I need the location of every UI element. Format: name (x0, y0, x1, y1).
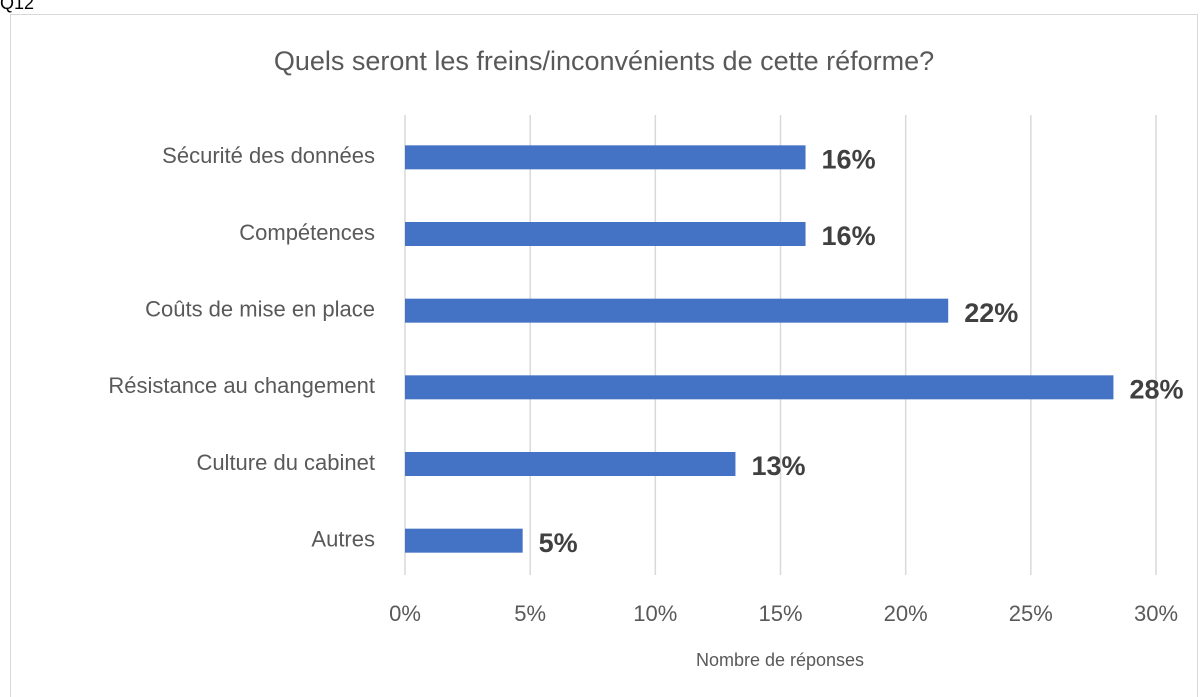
x-tick-label: 0% (389, 601, 421, 626)
y-tick-label: Autres (311, 526, 375, 551)
bar (405, 528, 523, 553)
y-tick-label: Culture du cabinet (196, 450, 375, 475)
y-tick-label: Compétences (239, 220, 375, 245)
data-label: 22% (964, 298, 1018, 328)
page-label: Q12 (0, 0, 34, 13)
data-label: 28% (1129, 374, 1183, 404)
chart-title: Quels seront les freins/inconvénients de… (274, 46, 934, 76)
data-label: 13% (751, 451, 805, 481)
x-tick-label: 5% (514, 601, 546, 626)
bar (405, 452, 736, 476)
data-label: 16% (822, 144, 876, 174)
bar (405, 298, 949, 323)
bar (405, 375, 1114, 400)
x-tick-label: 25% (1009, 601, 1053, 626)
chart-frame (10, 14, 1198, 697)
x-tick-label: 30% (1134, 601, 1178, 626)
bar (405, 145, 806, 170)
bar (405, 222, 806, 246)
data-label: 16% (822, 221, 876, 251)
x-tick-label: 10% (633, 601, 677, 626)
y-tick-label: Résistance au changement (108, 373, 375, 398)
x-axis-title: Nombre de réponses (696, 650, 864, 670)
x-tick-label: 20% (884, 601, 928, 626)
x-tick-label: 15% (758, 601, 802, 626)
y-tick-label: Coûts de mise en place (145, 296, 375, 321)
data-label: 5% (539, 528, 578, 558)
y-tick-label: Sécurité des données (162, 143, 375, 168)
